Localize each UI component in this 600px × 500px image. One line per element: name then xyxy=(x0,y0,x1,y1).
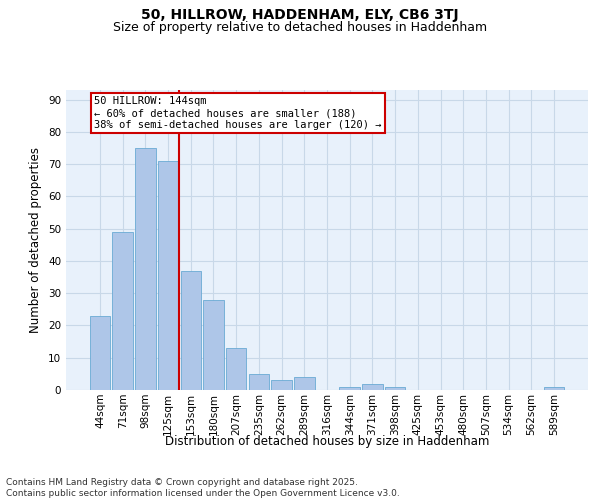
Text: 50, HILLROW, HADDENHAM, ELY, CB6 3TJ: 50, HILLROW, HADDENHAM, ELY, CB6 3TJ xyxy=(141,8,459,22)
Bar xyxy=(226,348,247,390)
Text: Distribution of detached houses by size in Haddenham: Distribution of detached houses by size … xyxy=(165,435,489,448)
Text: 50 HILLROW: 144sqm
← 60% of detached houses are smaller (188)
38% of semi-detach: 50 HILLROW: 144sqm ← 60% of detached hou… xyxy=(94,96,382,130)
Bar xyxy=(248,374,269,390)
Bar xyxy=(294,377,314,390)
Bar xyxy=(158,161,178,390)
Bar xyxy=(385,387,406,390)
Bar xyxy=(271,380,292,390)
Bar xyxy=(203,300,224,390)
Bar xyxy=(135,148,155,390)
Bar xyxy=(544,387,564,390)
Text: Contains HM Land Registry data © Crown copyright and database right 2025.
Contai: Contains HM Land Registry data © Crown c… xyxy=(6,478,400,498)
Text: Size of property relative to detached houses in Haddenham: Size of property relative to detached ho… xyxy=(113,21,487,34)
Bar xyxy=(362,384,383,390)
Bar xyxy=(112,232,133,390)
Bar xyxy=(340,387,360,390)
Bar xyxy=(181,270,201,390)
Bar xyxy=(90,316,110,390)
Y-axis label: Number of detached properties: Number of detached properties xyxy=(29,147,43,333)
